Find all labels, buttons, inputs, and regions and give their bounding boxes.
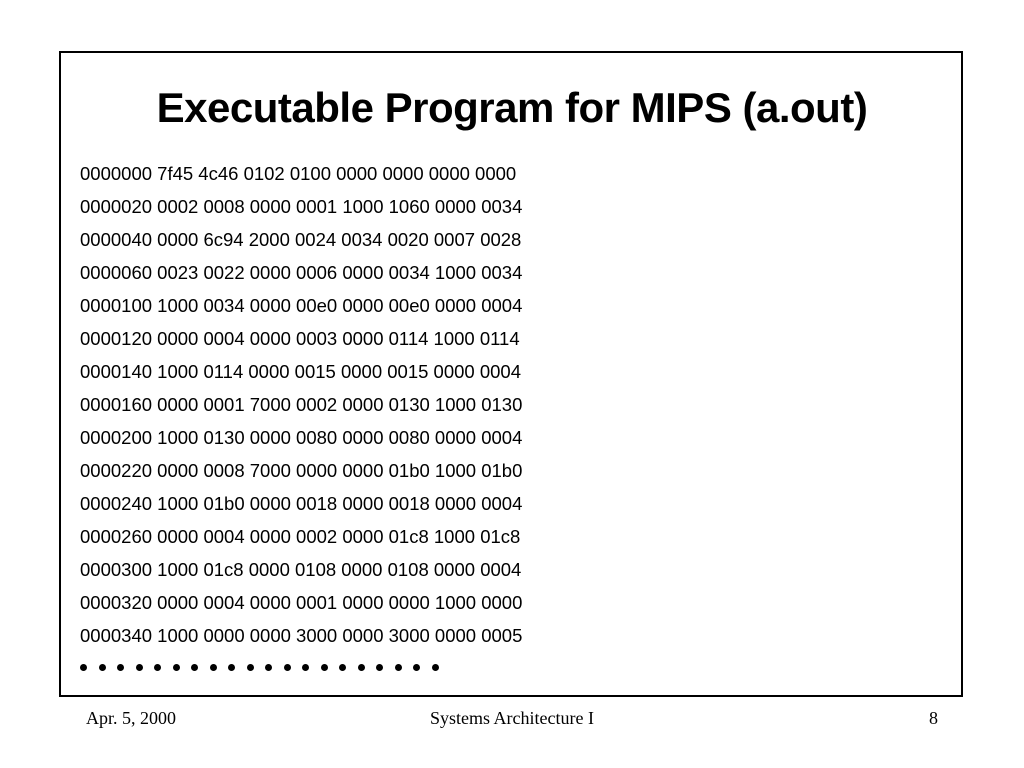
hex-dump-line: 0000000 7f45 4c46 0102 0100 0000 0000 00… — [80, 163, 517, 184]
bullet-dot — [394, 663, 402, 671]
hex-dump-listing: 0000000 7f45 4c46 0102 0100 0000 0000 00… — [80, 157, 522, 652]
continuation-dots — [80, 652, 450, 682]
slide-title: Executable Program for MIPS (a.out) — [156, 84, 868, 131]
bullet-dot — [117, 663, 124, 671]
footer-page-number: 8 — [929, 708, 938, 728]
bullet-dot — [376, 663, 383, 671]
bullet-dot — [154, 663, 161, 671]
hex-dump-line: 0000020 0002 0008 0000 0001 1000 1060 00… — [80, 196, 523, 217]
bullet-dot — [357, 663, 365, 671]
bullet-dot — [413, 663, 420, 671]
hex-dump-line: 0000220 0000 0008 7000 0000 0000 01b0 10… — [80, 460, 523, 481]
bullet-dot — [283, 663, 291, 671]
hex-dump-line: 0000140 1000 0114 0000 0015 0000 0015 00… — [80, 361, 522, 382]
bullet-dot — [135, 663, 143, 671]
hex-dump-line: 0000120 0000 0004 0000 0003 0000 0114 10… — [80, 328, 520, 349]
bullet-dot — [431, 663, 439, 671]
bullet-dot — [246, 663, 254, 671]
bullet-dot — [265, 663, 272, 671]
hex-dump-line: 0000060 0023 0022 0000 0006 0000 0034 10… — [80, 262, 523, 283]
hex-dump-line: 0000340 1000 0000 0000 3000 0000 3000 00… — [80, 625, 523, 646]
hex-dump-line: 0000160 0000 0001 7000 0002 0000 0130 10… — [80, 394, 523, 415]
bullet-dot — [191, 663, 198, 671]
bullet-dot — [98, 663, 106, 671]
slide-frame — [59, 51, 963, 697]
bullet-dot — [80, 663, 87, 671]
bullet-dot — [320, 663, 328, 671]
hex-dump-line: 0000040 0000 6c94 2000 0024 0034 0020 00… — [80, 229, 522, 250]
hex-dump-line: 0000300 1000 01c8 0000 0108 0000 0108 00… — [80, 559, 522, 580]
hex-dump-line: 0000320 0000 0004 0000 0001 0000 0000 10… — [80, 592, 523, 613]
footer-course-title: Systems Architecture I — [430, 708, 594, 728]
hex-dump-line: 0000200 1000 0130 0000 0080 0000 0080 00… — [80, 427, 523, 448]
hex-dump-line: 0000240 1000 01b0 0000 0018 0000 0018 00… — [80, 493, 523, 514]
footer-date: Apr. 5, 2000 — [86, 708, 176, 728]
bullet-dot — [228, 663, 235, 671]
hex-dump-line: 0000100 1000 0034 0000 00e0 0000 00e0 00… — [80, 295, 523, 316]
hex-dump-line: 0000260 0000 0004 0000 0002 0000 01c8 10… — [80, 526, 521, 547]
bullet-dot — [302, 663, 309, 671]
bullet-dot — [209, 663, 217, 671]
bullet-dot — [339, 663, 346, 671]
bullet-dot — [172, 663, 180, 671]
